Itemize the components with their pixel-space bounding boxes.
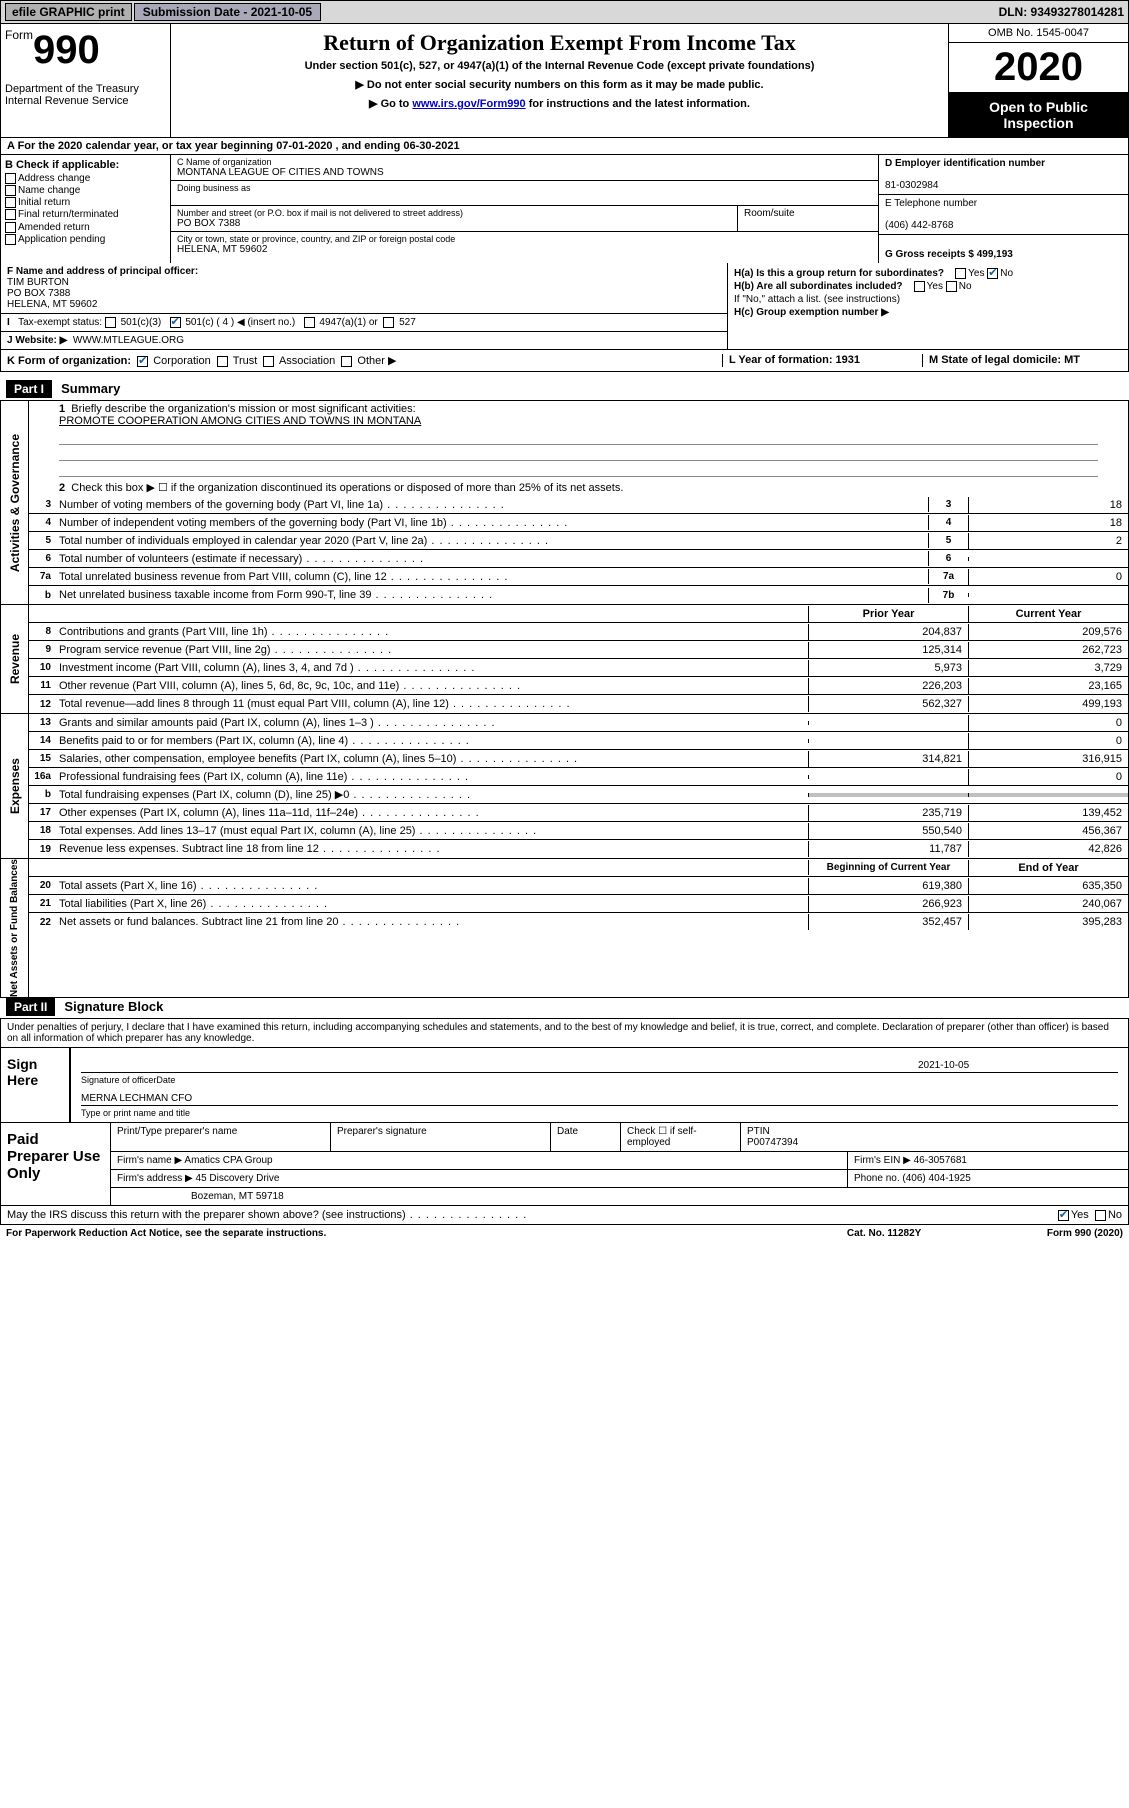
table-row: 21Total liabilities (Part X, line 26)266… [29,895,1128,913]
sig-date: 2021-10-05 [918,1060,1118,1071]
net-assets-section: Net Assets or Fund Balances Beginning of… [0,859,1129,998]
instruction-2: ▶ Go to www.irs.gov/Form990 for instruct… [181,97,938,110]
dept-treasury: Department of the Treasury Internal Reve… [5,83,166,107]
gross-receipts: G Gross receipts $ 499,193 [885,249,1013,260]
cb-trust[interactable] [217,356,228,367]
form-number: 990 [33,28,100,72]
vtab-net-assets: Net Assets or Fund Balances [9,859,20,997]
table-row: 18Total expenses. Add lines 13–17 (must … [29,822,1128,840]
top-bar: efile GRAPHIC print Submission Date - 20… [0,0,1129,24]
table-row: 10Investment income (Part VIII, column (… [29,659,1128,677]
perjury-declaration: Under penalties of perjury, I declare th… [1,1019,1128,1048]
cb-assoc[interactable] [263,356,274,367]
cb-amended-return[interactable] [5,222,16,233]
cb-ha-yes[interactable] [955,268,966,279]
section-b-c-d: B Check if applicable: Address change Na… [0,155,1129,263]
org-city: HELENA, MT 59602 [177,244,267,255]
part-2-header: Part II Signature Block [0,998,1129,1019]
state-domicile: M State of legal domicile: MT [929,354,1080,366]
form-subtitle: Under section 501(c), 527, or 4947(a)(1)… [181,60,938,72]
year-formation: L Year of formation: 1931 [729,354,860,366]
cb-address-change[interactable] [5,173,16,184]
ptin: P00747394 [747,1137,798,1148]
governance-section: Activities & Governance 1 Briefly descri… [0,401,1129,605]
vtab-governance: Activities & Governance [8,434,22,572]
open-inspection: Open to Public Inspection [949,93,1128,137]
table-row: 17Other expenses (Part IX, column (A), l… [29,804,1128,822]
part-1-header: Part I Summary [0,380,1129,401]
line-a-tax-year: A For the 2020 calendar year, or tax yea… [0,138,1129,155]
mission-statement: PROMOTE COOPERATION AMONG CITIES AND TOW… [59,415,421,427]
table-row: 16aProfessional fundraising fees (Part I… [29,768,1128,786]
officer-name: TIM BURTON [7,277,69,288]
table-row: 14Benefits paid to or for members (Part … [29,732,1128,750]
officer-name-title: MERNA LECHMAN CFO [81,1093,1118,1104]
cb-corp[interactable] [137,356,148,367]
form-label: Form [5,28,33,42]
section-c: C Name of organizationMONTANA LEAGUE OF … [171,155,878,263]
cb-app-pending[interactable] [5,234,16,245]
table-row: 5Total number of individuals employed in… [29,532,1128,550]
table-row: 4Number of independent voting members of… [29,514,1128,532]
table-row: 8Contributions and grants (Part VIII, li… [29,623,1128,641]
firm-address: 45 Discovery Drive [196,1173,280,1184]
table-row: 22Net assets or fund balances. Subtract … [29,913,1128,931]
firm-phone: (406) 404-1925 [902,1173,970,1184]
cb-4947[interactable] [304,317,315,328]
table-row: 6Total number of volunteers (estimate if… [29,550,1128,568]
sign-here-label: Sign Here [1,1048,71,1122]
org-name: MONTANA LEAGUE OF CITIES AND TOWNS [177,167,384,178]
omb-number: OMB No. 1545-0047 [949,24,1128,43]
irs-discuss-line: May the IRS discuss this return with the… [0,1206,1129,1225]
section-b: B Check if applicable: Address change Na… [1,155,171,263]
table-row: 15Salaries, other compensation, employee… [29,750,1128,768]
table-row: 13Grants and similar amounts paid (Part … [29,714,1128,732]
vtab-expenses: Expenses [8,758,22,814]
cb-discuss-yes[interactable] [1058,1210,1069,1221]
expenses-section: Expenses 13Grants and similar amounts pa… [0,714,1129,859]
submission-date: Submission Date - 2021-10-05 [134,3,321,21]
section-d-e-g: D Employer identification number81-03029… [878,155,1128,263]
table-row: bTotal fundraising expenses (Part IX, co… [29,786,1128,804]
signature-block: Under penalties of perjury, I declare th… [0,1019,1129,1206]
cb-hb-no[interactable] [946,281,957,292]
cb-name-change[interactable] [5,185,16,196]
cb-initial-return[interactable] [5,197,16,208]
table-row: 3Number of voting members of the governi… [29,496,1128,514]
section-f-h-i-j: F Name and address of principal officer:… [0,263,1129,350]
firm-name: Amatics CPA Group [184,1155,272,1166]
table-row: 19Revenue less expenses. Subtract line 1… [29,840,1128,858]
table-row: 9Program service revenue (Part VIII, lin… [29,641,1128,659]
table-row: 7aTotal unrelated business revenue from … [29,568,1128,586]
cb-other[interactable] [341,356,352,367]
instruction-1: ▶ Do not enter social security numbers o… [181,78,938,91]
paid-preparer-section: Paid Preparer Use Only Print/Type prepar… [1,1122,1128,1205]
table-row: 11Other revenue (Part VIII, column (A), … [29,677,1128,695]
dln: DLN: 93493278014281 [999,5,1124,19]
org-address: PO BOX 7388 [177,218,240,229]
table-row: bNet unrelated business taxable income f… [29,586,1128,604]
cb-501c[interactable] [170,317,181,328]
efile-print-button[interactable]: efile GRAPHIC print [5,3,132,21]
revenue-section: Revenue Prior YearCurrent Year 8Contribu… [0,605,1129,714]
table-row: 12Total revenue—add lines 8 through 11 (… [29,695,1128,713]
cb-final-return[interactable] [5,209,16,220]
cb-hb-yes[interactable] [914,281,925,292]
vtab-revenue: Revenue [8,634,22,684]
website: WWW.MTLEAGUE.ORG [73,335,184,346]
cb-501c3[interactable] [105,317,116,328]
ein: 81-0302984 [885,180,938,191]
irs-link[interactable]: www.irs.gov/Form990 [412,98,525,110]
cb-ha-no[interactable] [987,268,998,279]
table-row: 20Total assets (Part X, line 16)619,3806… [29,877,1128,895]
telephone: (406) 442-8768 [885,220,953,231]
form-title: Return of Organization Exempt From Incom… [181,30,938,56]
tax-year: 2020 [949,43,1128,93]
line-k-l-m: K Form of organization: Corporation Trus… [0,350,1129,372]
firm-ein: 46-3057681 [914,1155,967,1166]
cb-527[interactable] [383,317,394,328]
page-footer: For Paperwork Reduction Act Notice, see … [0,1225,1129,1242]
form-header: Form990 Department of the Treasury Inter… [0,24,1129,138]
cb-discuss-no[interactable] [1095,1210,1106,1221]
